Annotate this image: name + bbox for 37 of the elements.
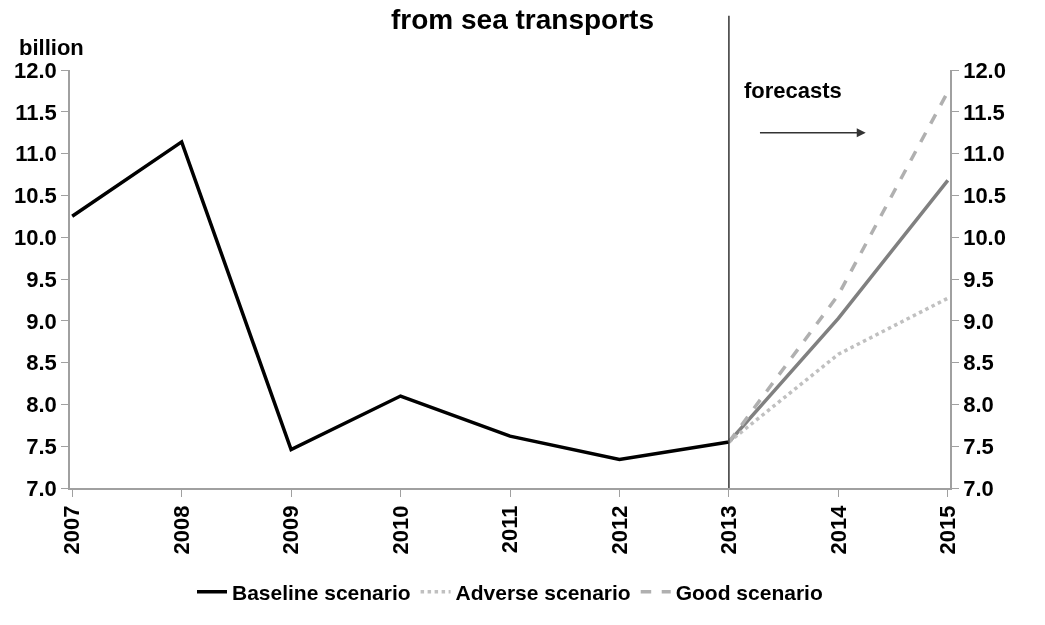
y-tick-label: 9.5 [26,266,57,292]
y2-tick-label: 9.0 [963,308,994,334]
x-tick-label: 2011 [497,505,523,554]
y-tick-label: 8.5 [26,350,57,376]
y-tick-label: 7.0 [26,475,57,501]
chart-title: from sea transports [391,3,654,35]
y2-tick-label: 10.5 [963,183,1006,209]
y-tick-label: 10.5 [14,183,57,209]
y-tick-label: 10.0 [14,224,57,250]
y-tick-label: 12.0 [14,57,57,83]
legend-label: Baseline scenario [232,580,411,604]
x-tick-label: 2010 [387,505,413,555]
x-tick-label: 2013 [716,505,742,555]
x-tick-label: 2009 [278,505,304,555]
x-tick-label: 2015 [934,505,960,555]
y2-tick-label: 12.0 [963,57,1006,83]
y-tick-label: 9.0 [26,308,57,334]
y2-tick-label: 8.5 [963,350,994,376]
y2-tick-label: 7.0 [963,475,994,501]
y2-tick-label: 9.5 [963,266,994,292]
annotation: forecasts [744,78,842,103]
x-tick-label: 2008 [168,505,194,555]
y2-tick-label: 10.0 [963,224,1006,250]
y-tick-label: 7.5 [26,433,57,459]
legend-label: Adverse scenario [455,580,631,604]
y-tick-label: 11.0 [15,141,57,167]
x-tick-label: 2007 [59,505,85,555]
y2-tick-label: 7.5 [963,433,994,459]
y2-tick-label: 11.0 [963,141,1005,167]
y-tick-label: 11.5 [15,99,57,125]
legend-label: Good scenario [675,580,823,604]
y2-tick-label: 8.0 [963,392,994,418]
y-tick-label: 8.0 [26,392,57,418]
y-axis-title: billion [19,35,84,60]
x-tick-label: 2012 [606,505,632,555]
y2-tick-label: 11.5 [963,99,1005,125]
x-tick-label: 2014 [825,504,851,555]
